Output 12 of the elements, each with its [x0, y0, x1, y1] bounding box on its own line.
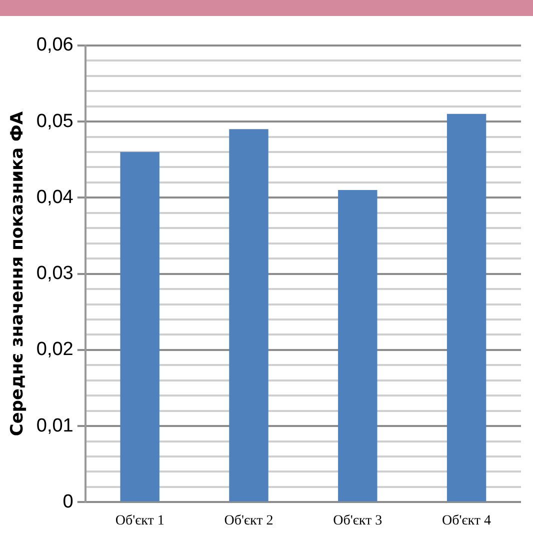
- y-tick-label: 0,03: [36, 263, 74, 284]
- y-tick-label: 0,04: [36, 186, 74, 208]
- y-tick-label: 0,01: [36, 415, 74, 436]
- x-tick-label: Об'єкт 4: [442, 513, 492, 528]
- y-tick-label: 0,06: [36, 34, 74, 56]
- x-tick-label: Об'єкт 3: [333, 513, 382, 528]
- y-tick-label: 0: [62, 491, 74, 512]
- x-tick-label: Об'єкт 1: [115, 513, 164, 528]
- y-tick-label: 0,02: [36, 339, 74, 360]
- y-axis-title: Середнє значення показника ФА: [8, 110, 28, 436]
- y-tick-label: 0,05: [36, 110, 74, 132]
- x-tick-label: Об'єкт 2: [224, 513, 274, 528]
